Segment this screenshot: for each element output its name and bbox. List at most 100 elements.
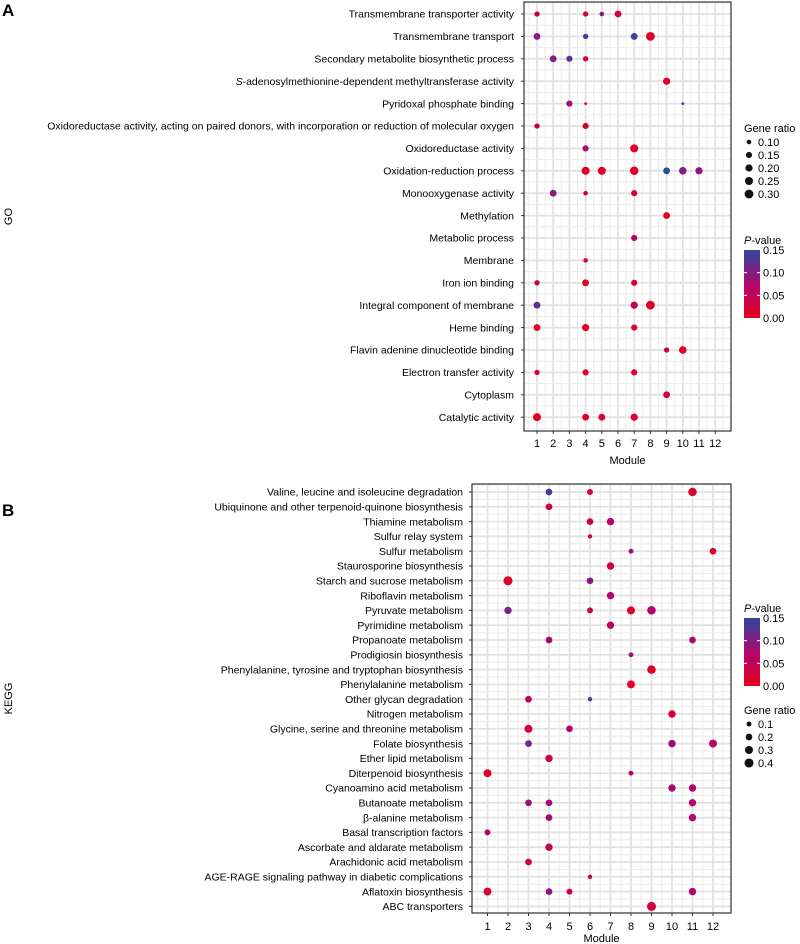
data-point — [630, 144, 639, 153]
y-tick-label-rest: -adenosylmethionine-dependent methyltran… — [243, 76, 515, 88]
data-point — [587, 534, 593, 539]
color-legend-label: 0.10 — [763, 636, 784, 648]
data-point — [545, 488, 553, 496]
y-tick-label: Valine, leucine and isoleucine degradati… — [267, 487, 463, 499]
data-point — [627, 606, 635, 615]
y-tick-label: Ascorbate and aldarate metabolism — [298, 842, 463, 854]
x-tick-label: 1 — [484, 921, 490, 933]
y-tick-label: Pyrimidine metabolism — [357, 620, 463, 632]
data-points — [532, 10, 703, 422]
y-tick-label: Ubiquinone and other terpenoid-quinone b… — [214, 502, 463, 514]
data-point — [614, 10, 622, 18]
color-legend-label: 0.00 — [763, 313, 784, 325]
data-point — [597, 166, 606, 175]
data-point — [629, 166, 639, 176]
y-tick-label: Monooxygenase activity — [402, 188, 515, 200]
x-tick-label: 12 — [709, 438, 721, 450]
data-point — [630, 301, 638, 309]
data-point — [584, 102, 587, 105]
data-point — [695, 167, 703, 175]
size-legend-label: 0.30 — [758, 189, 779, 201]
data-point — [688, 887, 697, 896]
data-point — [587, 607, 593, 614]
data-point — [647, 606, 656, 615]
y-tick-label: Propanoate metabolism — [352, 635, 463, 647]
x-tick-label: 4 — [583, 438, 589, 450]
data-point — [525, 695, 532, 703]
size-legend-label: 0.4 — [758, 758, 773, 770]
x-tick-label: 5 — [566, 921, 572, 933]
y-tick-label: Sulfur relay system — [374, 531, 464, 543]
color-legend-label: 0.05 — [763, 290, 784, 302]
data-point — [545, 754, 553, 763]
y-tick-label: Glycine, serine and threonine metabolism — [270, 724, 463, 736]
x-tick-label: 11 — [687, 921, 698, 933]
data-point — [534, 11, 540, 17]
color-legend-label: 0.15 — [763, 245, 784, 257]
data-point — [582, 145, 589, 152]
size-legend-label: 0.3 — [758, 745, 773, 757]
x-axis-title: Module — [609, 455, 645, 467]
size-legend-key — [746, 721, 752, 727]
y-tick-label: Flavin adenine dinucleotide binding — [350, 345, 514, 357]
data-point — [545, 843, 553, 851]
x-tick-label: 2 — [550, 438, 556, 450]
panel-b-kegg-dotplot: Valine, leucine and isoleucine degradati… — [3, 483, 795, 944]
plot-border — [523, 1, 732, 432]
size-legend-label: 0.25 — [758, 176, 779, 188]
y-tick-label: Oxidoreductase activity, acting on paire… — [47, 121, 514, 133]
data-point — [581, 323, 590, 332]
y-tick-label: Ether lipid metabolism — [360, 753, 464, 765]
y-tick-label: Integral component of membrane — [359, 300, 514, 312]
data-point — [628, 770, 634, 776]
data-point — [646, 32, 655, 41]
data-point — [532, 413, 542, 422]
y-tick-label: Aflatoxin biosynthesis — [362, 886, 463, 898]
data-point — [631, 324, 638, 331]
size-legend-title: Gene ratio — [744, 123, 795, 135]
data-point — [545, 503, 553, 511]
data-point — [533, 32, 541, 40]
y-axis-title: KEGG — [3, 683, 15, 715]
data-point — [663, 167, 671, 175]
data-point — [598, 413, 606, 421]
x-tick-label: 8 — [647, 438, 653, 450]
data-point — [647, 665, 656, 674]
x-tick-label: 7 — [607, 921, 613, 933]
size-legend-key — [745, 151, 753, 159]
y-tick-label: Iron ion binding — [442, 278, 514, 290]
y-tick-label: Transmembrane transport — [393, 31, 514, 43]
data-point — [606, 591, 615, 600]
data-point — [581, 166, 590, 175]
data-point — [631, 369, 638, 376]
data-point — [566, 725, 573, 733]
size-legend-label: 0.20 — [758, 163, 779, 175]
x-tick-label: 1 — [534, 438, 540, 450]
data-point — [566, 100, 573, 107]
y-tick-label: Heme binding — [449, 322, 514, 334]
color-legend-label: 0.10 — [763, 268, 784, 280]
size-legend-key — [744, 189, 754, 199]
y-tick-label: Nitrogen metabolism — [367, 709, 464, 721]
data-point — [483, 887, 492, 896]
y-tick-label-italic: S — [236, 76, 243, 88]
size-legend-key — [744, 758, 754, 768]
x-tick-label: 9 — [648, 921, 654, 933]
data-point — [709, 739, 717, 748]
data-point — [688, 487, 697, 497]
y-tick-label: Pyruvate metabolism — [365, 605, 463, 617]
color-legend-title-rest: -value — [751, 603, 781, 615]
y-tick-label: Arachidonic acid metabolism — [329, 857, 463, 869]
data-point — [504, 606, 512, 615]
y-tick-label: S-adenosylmethionine-dependent methyltra… — [236, 76, 515, 88]
data-point — [483, 769, 492, 778]
data-point — [630, 413, 638, 421]
y-tick-label: Basal transcription factors — [342, 827, 463, 839]
color-legend-bar — [744, 250, 760, 318]
y-tick-label: Staurosporine biosynthesis — [337, 561, 463, 573]
data-point — [545, 888, 553, 895]
size-legend-title: Gene ratio — [744, 705, 795, 717]
data-point — [525, 799, 532, 807]
data-point — [545, 814, 553, 821]
